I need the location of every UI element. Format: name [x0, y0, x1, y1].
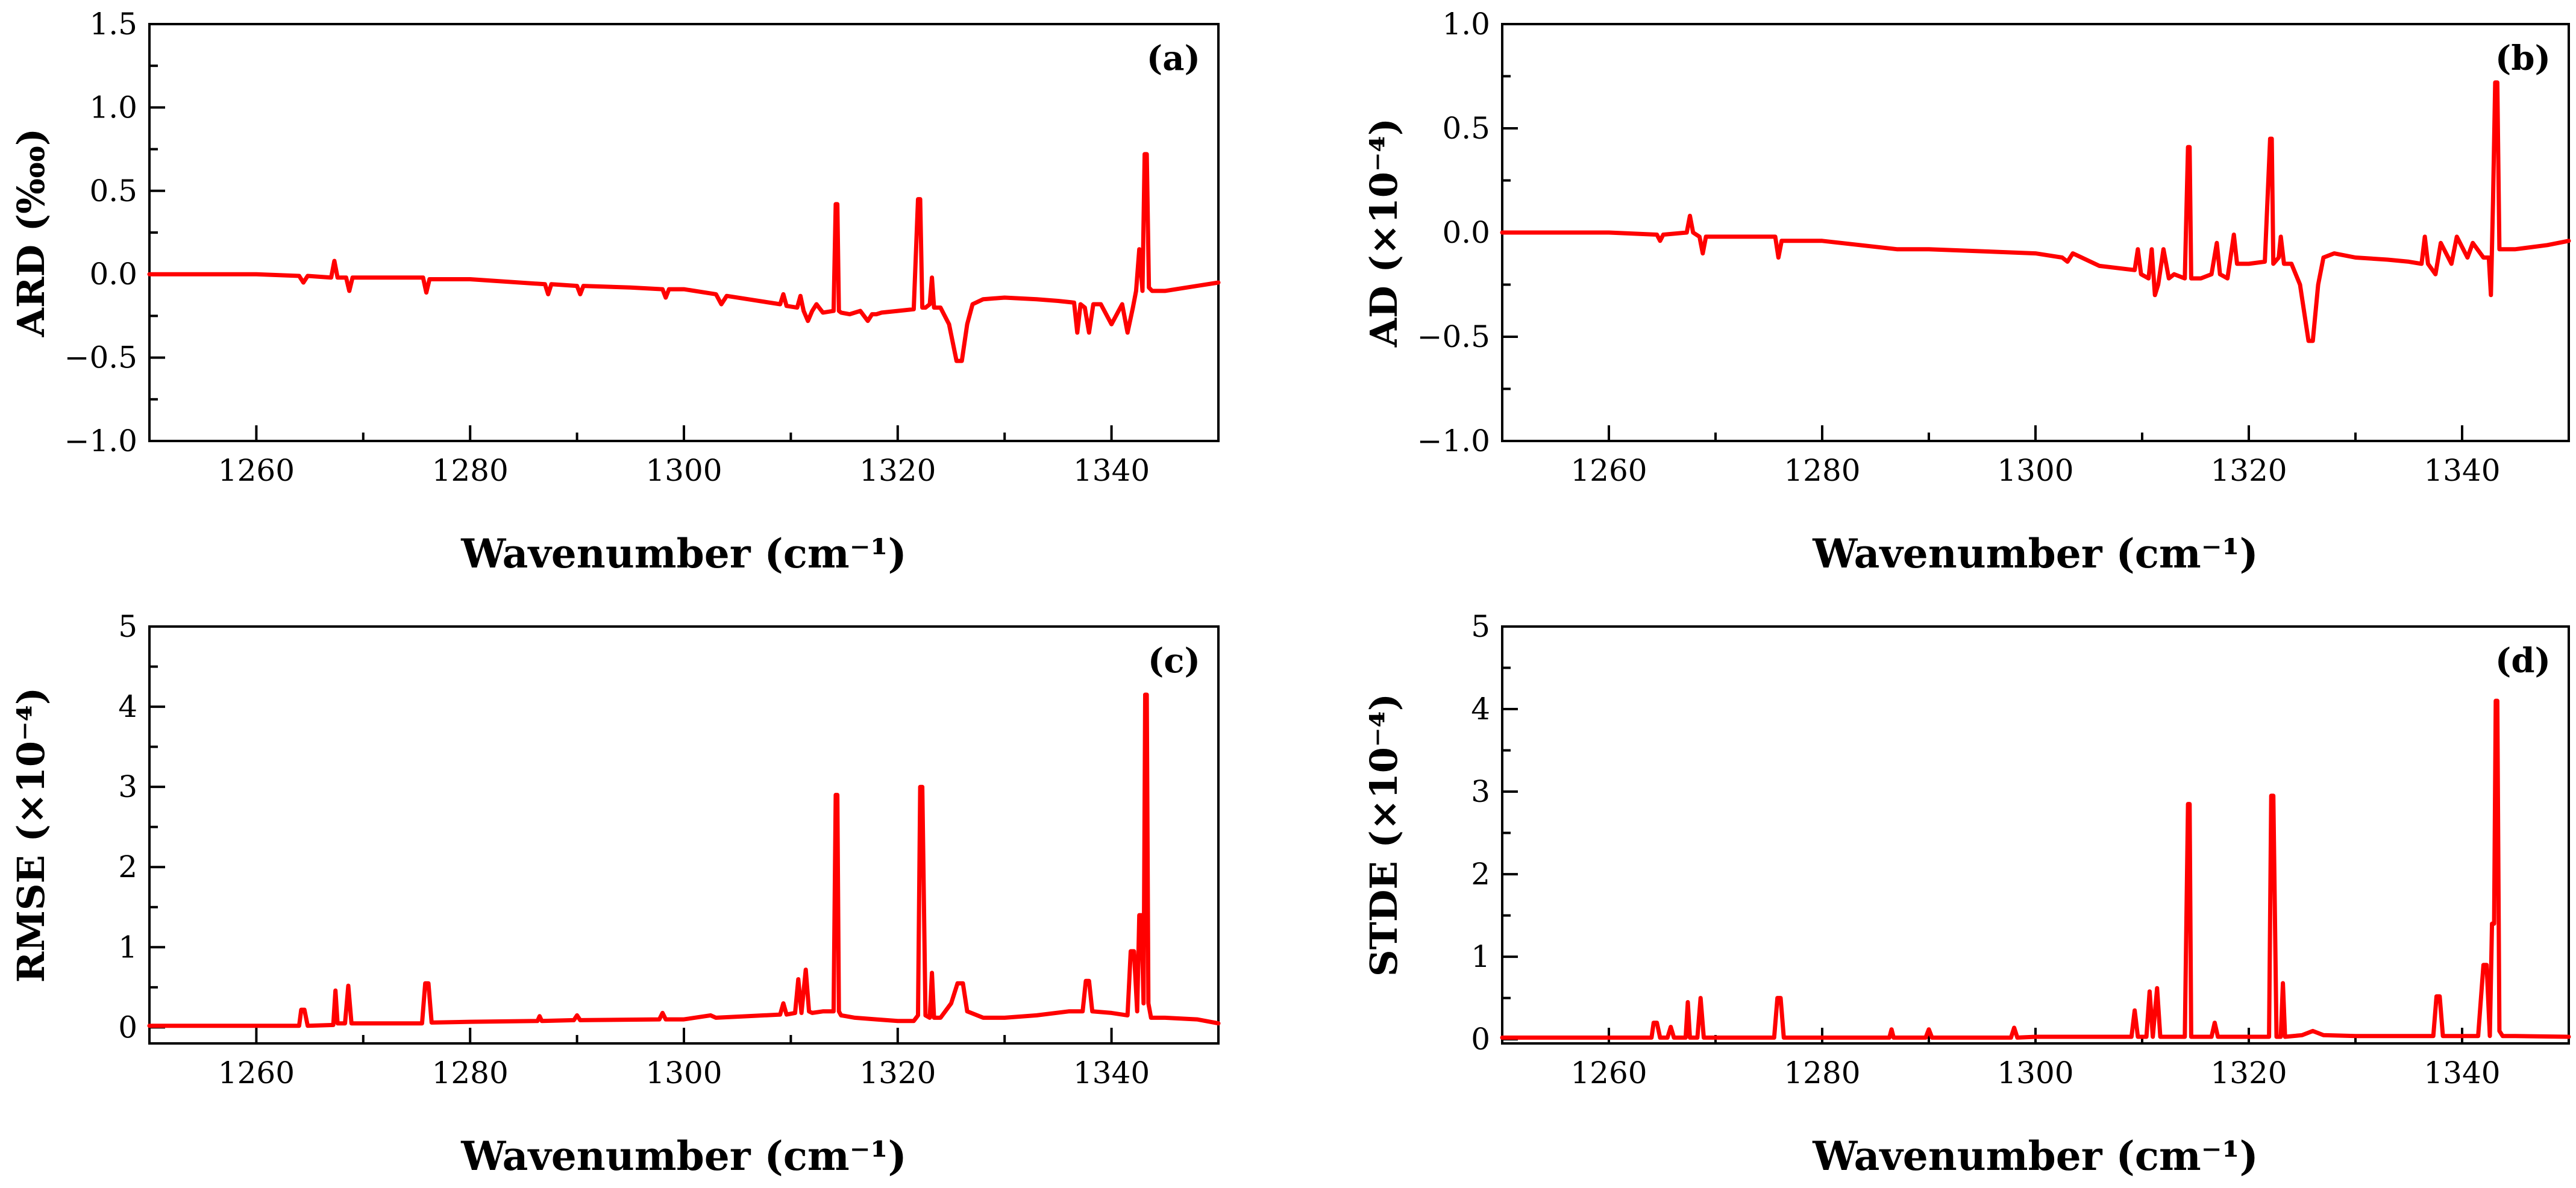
x-tick-label: 1260 — [218, 1055, 295, 1090]
x-axis-title: Wavenumber (cm⁻¹) — [1812, 1133, 2258, 1180]
y-tick-label: 0 — [118, 1010, 137, 1045]
y-tick-label: −0.5 — [64, 340, 137, 375]
y-tick-label: 0.5 — [89, 174, 137, 208]
x-tick-label: 1320 — [2210, 453, 2287, 488]
y-tick-label: 1 — [1471, 939, 1490, 974]
y-tick-label: 1.0 — [89, 90, 137, 125]
x-tick-label: 1340 — [1073, 453, 1150, 488]
x-tick-label: 1280 — [1784, 1055, 1860, 1090]
x-tick-label: 1260 — [218, 453, 295, 488]
x-tick-label: 1280 — [432, 453, 509, 488]
plot-frame — [148, 23, 1220, 442]
y-axis-title: STDE (×10⁻⁴) — [1362, 693, 1406, 977]
y-tick-label: −0.5 — [1417, 319, 1490, 354]
chart-panel-1: 1260 1280 1300 1320 1340 −1.0 −0.5 0.0 0.5 1.0 1.5… — [9, 7, 1221, 577]
chart-panel-4: 1260 1280 1300 1320 1340 0 1 2 3 4 5 (d) Wavenumber … — [1362, 609, 2571, 1180]
plot-frame — [1501, 625, 2570, 1045]
y-tick-label: 3 — [118, 769, 137, 804]
y-tick-label: 5 — [1471, 609, 1490, 644]
panel-label: (d) — [2495, 641, 2551, 681]
x-tick-label: 1340 — [2424, 1055, 2500, 1090]
x-tick-label: 1300 — [645, 1055, 722, 1090]
x-tick-label: 1280 — [432, 1055, 509, 1090]
y-axis-title: AD (×10⁻⁴) — [1362, 118, 1406, 348]
x-axis-title: Wavenumber (cm⁻¹) — [1812, 530, 2258, 577]
y-tick-label: 1.0 — [1442, 7, 1490, 42]
series-line-ard — [147, 152, 1221, 363]
y-tick-label: −1.0 — [64, 424, 137, 458]
y-axis-title: RMSE (×10⁻⁴) — [9, 687, 53, 983]
y-tick-label: 0.0 — [89, 257, 137, 292]
y-tick-label: 3 — [1471, 774, 1490, 809]
x-axis-title: Wavenumber (cm⁻¹) — [460, 1133, 906, 1180]
series-line-stde — [1500, 698, 2571, 1040]
x-tick-label: 1320 — [859, 1055, 936, 1090]
x-tick-label: 1340 — [1073, 1055, 1150, 1090]
y-tick-label: −1.0 — [1417, 424, 1490, 458]
y-tick-label: 4 — [1471, 692, 1490, 727]
x-tick-label: 1340 — [2424, 453, 2500, 488]
x-tick-label: 1300 — [645, 453, 722, 488]
y-tick-label: 1.5 — [89, 7, 137, 42]
y-tick-label: 0.0 — [1442, 215, 1490, 250]
x-tick-label: 1320 — [859, 453, 936, 488]
x-tick-label: 1300 — [1997, 1055, 2073, 1090]
x-tick-label: 1260 — [1570, 1055, 1647, 1090]
y-tick-label: 2 — [1471, 857, 1490, 892]
plot-frame — [148, 625, 1220, 1045]
x-tick-label: 1260 — [1570, 453, 1647, 488]
chart-panel-2: 1260 1280 1300 1320 1340 −1.0 −0.5 0.0 0.5 1.0 (b)… — [1362, 7, 2571, 577]
y-tick-label: 5 — [118, 609, 137, 644]
y-tick-label: 0 — [1471, 1022, 1490, 1057]
panel-label: (c) — [1148, 641, 1200, 681]
panel-label: (b) — [2495, 39, 2551, 78]
y-tick-label: 1 — [118, 930, 137, 964]
y-axis-title: ARD (‱) — [9, 128, 53, 337]
chart-panel-3: 1260 1280 1300 1320 1340 0 1 2 3 4 5 (c) Wavenumber … — [9, 609, 1221, 1180]
x-tick-label: 1320 — [2210, 1055, 2287, 1090]
plot-frame — [1501, 23, 2570, 442]
series-line-ad — [1500, 80, 2571, 343]
x-tick-label: 1280 — [1784, 453, 1860, 488]
y-tick-label: 2 — [118, 849, 137, 884]
y-tick-label: 4 — [118, 689, 137, 724]
x-axis-title: Wavenumber (cm⁻¹) — [460, 530, 906, 577]
y-tick-label: 0.5 — [1442, 111, 1490, 146]
series-line-rmse — [147, 692, 1221, 1028]
panel-label: (a) — [1147, 39, 1200, 78]
x-tick-label: 1300 — [1997, 453, 2073, 488]
